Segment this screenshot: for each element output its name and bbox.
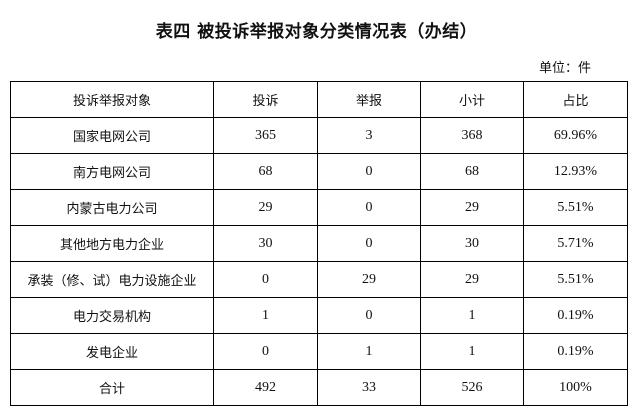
cell-share: 0.19% [523,297,628,334]
header-row: 投诉举报对象 投诉 举报 小计 占比 [10,81,628,118]
header-complaints: 投诉 [213,81,318,118]
cell-reports: 1 [317,333,421,370]
cell-subtotal: 1 [420,297,524,334]
cell-complaints: 0 [213,261,318,298]
cell-complaints: 365 [213,117,318,154]
cell-complaints: 492 [213,369,318,406]
cell-target: 其他地方电力企业 [10,225,214,262]
cell-share: 5.51% [523,189,628,226]
total-row: 合计 492 33 526 100% [10,369,628,406]
cell-reports: 3 [317,117,421,154]
cell-target: 发电企业 [10,333,214,370]
table-row: 电力交易机构 1 0 1 0.19% [10,297,628,334]
cell-reports: 0 [317,189,421,226]
table-row: 内蒙古电力公司 29 0 29 5.51% [10,189,628,226]
cell-reports: 29 [317,261,421,298]
cell-target: 合计 [10,369,214,406]
cell-share: 0.19% [523,333,628,370]
cell-subtotal: 526 [420,369,524,406]
cell-share: 100% [523,369,628,406]
cell-complaints: 29 [213,189,318,226]
header-subtotal: 小计 [420,81,524,118]
cell-subtotal: 29 [420,189,524,226]
cell-subtotal: 1 [420,333,524,370]
table-row: 国家电网公司 365 3 368 69.96% [10,117,628,154]
header-share: 占比 [523,81,628,118]
cell-complaints: 30 [213,225,318,262]
header-target: 投诉举报对象 [10,81,214,118]
cell-target: 南方电网公司 [10,153,214,190]
cell-target: 内蒙古电力公司 [10,189,214,226]
cell-complaints: 0 [213,333,318,370]
cell-subtotal: 68 [420,153,524,190]
cell-share: 69.96% [523,117,628,154]
cell-target: 国家电网公司 [10,117,214,154]
cell-complaints: 1 [213,297,318,334]
cell-target: 承装（修、试）电力设施企业 [10,261,214,298]
complaint-target-table: 投诉举报对象 投诉 举报 小计 占比 国家电网公司 365 3 368 69.96% 南方… [10,81,628,406]
table-title: 表四 被投诉举报对象分类情况表（办结） [155,22,478,42]
cell-share: 5.51% [523,261,628,298]
cell-complaints: 68 [213,153,318,190]
cell-target: 电力交易机构 [10,297,214,334]
unit-label: 单位：件 [538,61,591,76]
table-row: 其他地方电力企业 30 0 30 5.71% [10,225,628,262]
table-row: 南方电网公司 68 0 68 12.93% [10,153,628,190]
cell-reports: 0 [317,225,421,262]
cell-subtotal: 30 [420,225,524,262]
cell-reports: 33 [317,369,421,406]
cell-reports: 0 [317,297,421,334]
table-row: 承装（修、试）电力设施企业 0 29 29 5.51% [10,261,628,298]
cell-share: 12.93% [523,153,628,190]
cell-subtotal: 29 [420,261,524,298]
header-reports: 举报 [317,81,421,118]
table-row: 发电企业 0 1 1 0.19% [10,333,628,370]
cell-share: 5.71% [523,225,628,262]
cell-reports: 0 [317,153,421,190]
cell-subtotal: 368 [420,117,524,154]
